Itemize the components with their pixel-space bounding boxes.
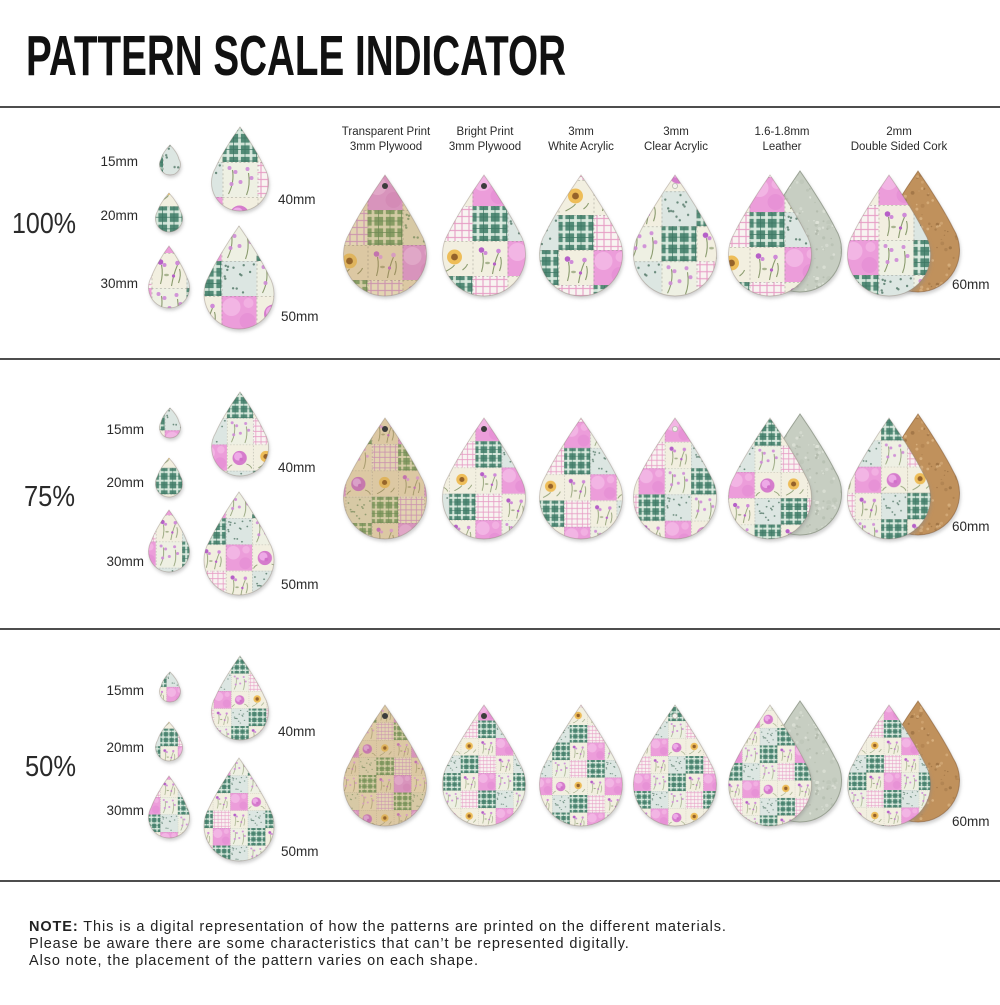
svg-text:20mm: 20mm [106, 475, 144, 490]
svg-text:40mm: 40mm [278, 192, 316, 207]
svg-text:60mm: 60mm [952, 814, 990, 829]
svg-text:Transparent Print: Transparent Print [342, 126, 431, 138]
svg-text:White Acrylic: White Acrylic [548, 141, 614, 153]
svg-text:40mm: 40mm [278, 724, 316, 739]
svg-text:75%: 75% [24, 481, 75, 513]
svg-text:50%: 50% [25, 751, 76, 783]
svg-text:Please be aware there are some: Please be aware there are some character… [29, 936, 630, 952]
svg-text:50mm: 50mm [281, 577, 319, 592]
svg-text:15mm: 15mm [106, 683, 144, 698]
svg-text:Double Sided Cork: Double Sided Cork [851, 141, 948, 153]
svg-text:15mm: 15mm [106, 422, 144, 437]
svg-text:100%: 100% [12, 208, 76, 240]
svg-text:20mm: 20mm [106, 740, 144, 755]
svg-text:3mm Plywood: 3mm Plywood [449, 141, 521, 153]
svg-text:30mm: 30mm [106, 554, 144, 569]
svg-text:Also note, the placement of th: Also note, the placement of the pattern … [29, 953, 479, 969]
svg-text:Leather: Leather [762, 141, 801, 153]
svg-text:20mm: 20mm [100, 208, 138, 223]
svg-text:3mm Plywood: 3mm Plywood [350, 141, 422, 153]
svg-text:PATTERN SCALE INDICATOR: PATTERN SCALE INDICATOR [26, 24, 566, 88]
svg-text:2mm: 2mm [886, 126, 912, 138]
svg-text:50mm: 50mm [281, 844, 319, 859]
svg-text:Bright Print: Bright Print [457, 126, 515, 138]
svg-text:60mm: 60mm [952, 519, 990, 534]
svg-text:40mm: 40mm [278, 460, 316, 475]
svg-text:3mm: 3mm [663, 126, 689, 138]
svg-text:30mm: 30mm [100, 276, 138, 291]
svg-text:Clear Acrylic: Clear Acrylic [644, 141, 708, 153]
svg-text:NOTE: This is a digital repres: NOTE: This is a digital representation o… [29, 919, 727, 935]
svg-text:30mm: 30mm [106, 803, 144, 818]
svg-text:60mm: 60mm [952, 277, 990, 292]
svg-text:15mm: 15mm [100, 154, 138, 169]
svg-text:3mm: 3mm [568, 126, 594, 138]
svg-text:50mm: 50mm [281, 309, 319, 324]
svg-text:1.6-1.8mm: 1.6-1.8mm [755, 126, 810, 138]
